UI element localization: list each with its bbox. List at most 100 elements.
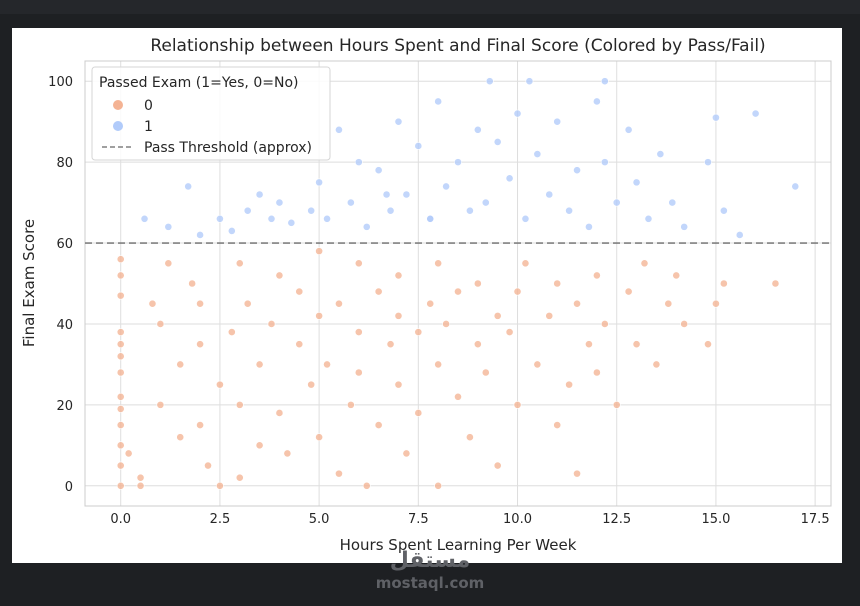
data-point-0 [295,287,304,296]
chart-card: 0.0 2.5 5.0 7.5 10.0 12.5 15.0 17.5 0 20 40 60 80 100… [12,28,842,563]
x-tick-label: 17.5 [801,512,830,527]
data-point-1 [600,77,609,86]
data-point-0 [315,311,324,320]
y-axis-label: Final Exam Score [20,219,38,347]
data-point-0 [267,320,276,328]
data-point-0 [612,400,621,409]
x-tick-label: 5.0 [309,512,330,527]
data-point-0 [600,320,609,328]
window-top-bar [0,0,860,14]
legend-label-1: 1 [144,119,153,135]
data-point-0 [116,421,125,429]
data-point-0 [235,259,244,268]
data-point-0 [116,271,125,280]
y-tick-label: 20 [56,399,73,414]
data-point-0 [466,433,474,442]
data-point-0 [156,320,165,328]
data-point-1 [565,206,574,215]
data-point-1 [454,158,462,167]
data-point-1 [513,109,522,118]
data-point-1 [668,198,677,207]
data-point-1 [374,166,383,175]
data-point-0 [188,279,197,288]
x-tick-label: 15.0 [701,512,730,527]
data-point-0 [513,287,522,296]
data-point-0 [394,311,403,320]
data-point-0 [426,299,435,308]
data-point-1 [434,97,443,106]
data-point-1 [184,182,193,191]
data-point-0 [156,400,165,409]
data-point-0 [553,421,562,429]
data-point-1 [287,218,296,227]
data-point-0 [255,360,264,369]
data-point-1 [751,109,760,118]
data-point-1 [719,206,728,215]
data-point-1 [712,113,720,122]
data-point-1 [315,178,324,187]
data-point-0 [585,340,593,349]
data-point-1 [473,125,482,134]
data-point-1 [402,190,411,199]
data-point-0 [533,360,542,369]
data-point-1 [354,158,363,167]
data-point-1 [485,77,494,86]
watermark-site: mostaql.com [375,574,485,592]
data-point-1 [227,227,236,235]
data-point-0 [454,392,462,401]
data-point-0 [136,473,145,482]
data-point-0 [235,400,244,409]
data-point-0 [216,380,224,389]
y-tick-label: 40 [56,318,73,333]
data-point-0 [434,360,443,369]
data-point-1 [426,214,435,223]
data-point-0 [402,449,411,458]
data-point-0 [545,311,554,320]
data-point-0 [354,368,363,377]
data-point-0 [275,409,284,417]
legend-marker-0 [113,100,123,110]
data-point-0 [473,340,482,349]
data-point-1 [362,222,371,231]
data-point-0 [116,392,125,401]
data-point-0 [283,449,292,458]
data-point-1 [632,178,641,187]
legend: Passed Exam (1=Yes, 0=No) 0 1 Pass Thres… [91,66,331,161]
data-point-0 [354,259,363,268]
data-point-1 [394,117,403,126]
data-point-0 [672,271,681,280]
data-point-0 [116,340,125,349]
data-point-0 [164,259,173,268]
y-tick-label: 60 [56,237,73,252]
data-point-1 [525,77,534,86]
data-point-1 [644,214,653,223]
legend-label-0: 0 [144,98,153,114]
data-point-1 [521,214,530,223]
legend-label-threshold: Pass Threshold (approx) [144,140,312,156]
data-point-1 [442,182,450,191]
chart-title: Relationship between Hours Spent and Fin… [150,36,765,56]
data-point-1 [196,231,204,239]
data-point-0 [652,360,661,369]
data-point-0 [216,481,224,490]
data-point-0 [315,433,324,442]
data-point-1 [346,198,355,207]
data-point-1 [533,150,542,158]
data-point-0 [116,405,125,413]
data-point-0 [481,368,490,377]
data-point-0 [664,299,673,308]
data-point-1 [255,190,264,199]
data-point-0 [394,380,403,389]
data-point-1 [216,214,224,223]
data-points [116,77,800,490]
data-point-0 [275,271,284,280]
data-point-0 [592,271,601,280]
data-point-0 [374,421,383,429]
data-point-1 [553,117,562,126]
data-point-0 [414,328,423,336]
x-tick-label: 7.5 [408,512,429,527]
data-point-0 [434,481,443,490]
data-point-0 [315,247,324,256]
data-point-0 [346,400,355,409]
data-point-1 [656,150,665,158]
